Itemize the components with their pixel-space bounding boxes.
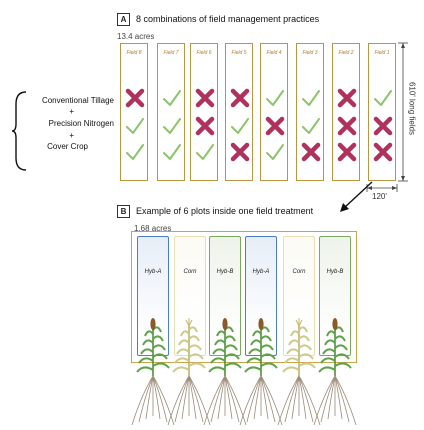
hybrid-plant: [313, 318, 357, 426]
x-icon: [125, 88, 145, 108]
plants-illustration: [131, 318, 357, 426]
practice-legend: Conventional Tillage + Precision Nitroge…: [0, 88, 114, 176]
field-label: Field 6: [196, 50, 212, 56]
field-plot-1: Field 1: [368, 43, 396, 181]
check-icon: [265, 88, 285, 108]
x-icon: [337, 116, 357, 136]
plot-label: Hyb-A: [144, 269, 162, 275]
panel-a-letter: A: [117, 13, 130, 26]
plot-label: Hyb-B: [326, 269, 344, 275]
x-icon: [195, 88, 215, 108]
panel-b-letter: B: [117, 205, 130, 218]
check-icon: [301, 116, 321, 136]
field-plot-3: Field 3: [296, 43, 324, 181]
field-label: Field 5: [231, 50, 247, 56]
check-icon: [162, 88, 182, 108]
legend-practice-3: Cover Crop: [47, 142, 88, 151]
field-plot-2: Field 2: [332, 43, 360, 181]
field-label: Field 1: [374, 50, 390, 56]
x-icon: [373, 116, 393, 136]
field-outline: [131, 231, 357, 363]
check-icon: [373, 88, 393, 108]
plot-label: Corn: [183, 269, 197, 275]
check-icon: [301, 88, 321, 108]
field-label: Field 7: [163, 50, 179, 56]
check-icon: [230, 116, 250, 136]
x-icon: [337, 88, 357, 108]
plot-2: Corn: [174, 236, 206, 356]
x-icon: [373, 142, 393, 162]
legend-brace: [11, 91, 27, 171]
panel-a-acres: 13.4 acres: [117, 32, 155, 41]
field-label: Field 8: [126, 50, 142, 56]
field-plot-8: Field 8: [120, 43, 148, 181]
field-label: Field 3: [302, 50, 318, 56]
zoom-arrow: [340, 181, 373, 212]
panel-a-title: 8 combinations of field management pract…: [136, 14, 320, 24]
check-icon: [162, 142, 182, 162]
legend-plus-1: +: [69, 107, 74, 116]
check-icon: [195, 142, 215, 162]
hybrid-plant: [203, 318, 247, 426]
length-label: 610' long fields: [407, 81, 417, 136]
x-icon: [265, 116, 285, 136]
check-icon: [162, 116, 182, 136]
legend-plus-2: +: [69, 131, 74, 140]
field-label: Field 2: [338, 50, 354, 56]
panel-b-title: Example of 6 plots inside one field trea…: [136, 206, 314, 216]
hybrid-plant: [131, 318, 175, 426]
corn-plant: [167, 318, 211, 426]
x-icon: [301, 142, 321, 162]
length-dimension: [398, 42, 408, 182]
field-plot-5: Field 5: [225, 43, 253, 181]
x-icon: [337, 142, 357, 162]
check-icon: [125, 116, 145, 136]
plot-label: Hyb-B: [216, 269, 234, 275]
field-plot-6: Field 6: [190, 43, 218, 181]
check-icon: [265, 142, 285, 162]
check-icon: [125, 142, 145, 162]
field-plot-4: Field 4: [260, 43, 288, 181]
hybrid-plant: [239, 318, 283, 426]
x-icon: [195, 116, 215, 136]
plot-label: Hyb-A: [252, 269, 270, 275]
width-dimension: [366, 184, 398, 192]
x-icon: [230, 88, 250, 108]
plot-label: Corn: [292, 269, 306, 275]
panel-b-acres: 1.68 acres: [134, 224, 172, 233]
legend-practice-2: Precision Nitrogen: [48, 119, 114, 128]
field-plot-7: Field 7: [157, 43, 185, 181]
legend-practice-1: Conventional Tillage: [41, 96, 114, 105]
corn-plant: [277, 318, 321, 426]
x-icon: [230, 142, 250, 162]
width-label: 120': [372, 192, 387, 201]
field-label: Field 4: [266, 50, 282, 56]
